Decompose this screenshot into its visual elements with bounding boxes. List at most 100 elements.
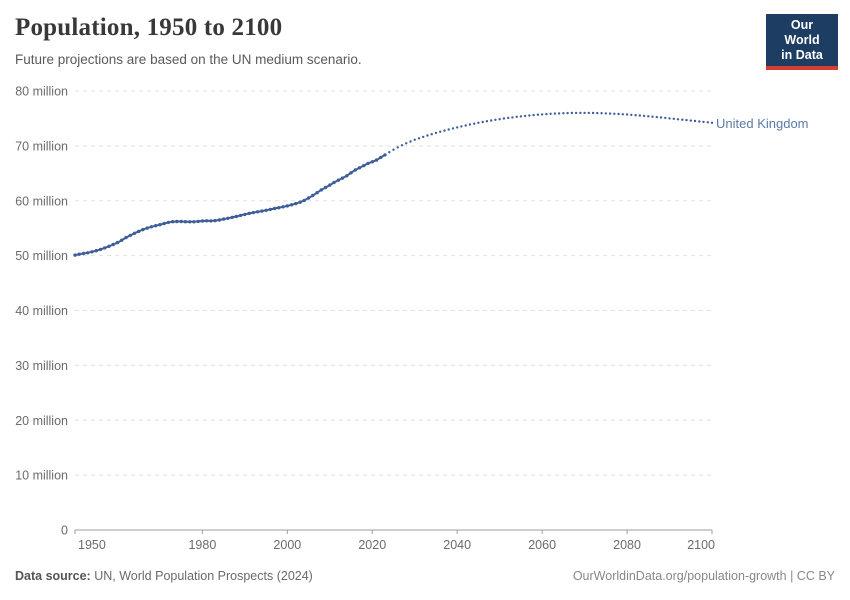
data-point (94, 249, 98, 253)
data-point (319, 188, 323, 192)
x-tick-label: 2060 (528, 538, 556, 552)
projection-dot (388, 151, 391, 154)
data-point (298, 200, 302, 204)
x-axis: 1950 1980 2000 2020 2040 2060 2080 2100 (74, 529, 715, 552)
data-point (209, 219, 213, 223)
data-point (230, 215, 234, 220)
projection-dot (664, 116, 667, 120)
projection-dot (519, 115, 523, 118)
projection-dot (409, 140, 412, 143)
projection-dot (494, 118, 497, 122)
y-tick-label: 80 million (15, 85, 68, 99)
projection-dot (570, 111, 574, 115)
data-point (111, 242, 115, 247)
data-point (370, 160, 374, 164)
projection-dot (473, 122, 476, 125)
projection-dot (507, 116, 510, 120)
projection-dot (672, 117, 675, 121)
projection-dot (613, 112, 616, 116)
projection-dot (485, 120, 489, 123)
data-point (221, 217, 226, 221)
projection-dot (451, 127, 455, 130)
projection-dot (591, 111, 595, 115)
data-point (98, 247, 103, 252)
projection-dot (587, 111, 590, 115)
data-point (277, 206, 281, 210)
entity-label[interactable]: United Kingdom (716, 116, 809, 131)
series-united-kingdom[interactable] (73, 111, 714, 257)
data-point (349, 171, 353, 175)
projection-dot (596, 111, 599, 115)
projection-dot (553, 112, 557, 115)
data-point (243, 212, 247, 217)
data-point (128, 233, 132, 238)
data-point (272, 206, 277, 211)
data-point (247, 211, 251, 216)
data-point (353, 168, 357, 172)
owid-logo-line1: Our World (784, 18, 820, 47)
data-point (77, 252, 81, 256)
data-point (260, 209, 264, 213)
gridlines (75, 90, 712, 476)
projection-dot (426, 134, 429, 137)
data-point (332, 180, 336, 185)
projection-dot (710, 121, 714, 125)
data-point (340, 176, 345, 180)
projection-dot (536, 113, 540, 116)
projection-dot (502, 117, 506, 120)
data-point (217, 218, 222, 222)
projection-dot (681, 118, 684, 121)
y-tick-label: 10 million (15, 469, 68, 483)
projection-dot (405, 142, 408, 145)
projection-dot (617, 112, 620, 116)
data-point (374, 158, 379, 162)
projection-dot (477, 121, 480, 125)
data-point (336, 178, 340, 182)
data-point (285, 204, 289, 208)
data-point (357, 166, 362, 170)
projection-dot (443, 129, 446, 132)
projection-dot (647, 115, 650, 118)
projection-dot (434, 131, 438, 135)
data-point (183, 220, 188, 224)
data-point (268, 207, 272, 212)
projection-dot (447, 128, 450, 131)
projection-dot (545, 112, 548, 116)
owid-logo[interactable]: Our World in Data (766, 14, 838, 70)
projection-dot (630, 113, 633, 117)
license-credit-link[interactable]: OurWorldinData.org/population-growth | C… (572, 569, 835, 583)
x-tick-label: 2080 (613, 538, 641, 552)
y-tick-label: 60 million (15, 194, 68, 208)
projection-dot (693, 119, 697, 123)
data-point (137, 229, 141, 234)
projection-dot (579, 111, 582, 115)
projection-dot (549, 112, 552, 116)
y-tick-label: 0 (61, 524, 68, 538)
data-point (251, 210, 256, 215)
projection-dot (439, 130, 442, 133)
y-tick-label: 70 million (15, 139, 68, 153)
data-point (302, 198, 306, 203)
data-point (366, 161, 370, 166)
projection-dot (481, 120, 484, 124)
projection-dot (625, 113, 629, 116)
projection-dot (562, 112, 565, 115)
projection-dot (498, 118, 501, 121)
data-point (255, 210, 260, 214)
projection-dot (574, 111, 578, 115)
projection-dot (468, 123, 472, 126)
projection-dot (511, 116, 514, 119)
data-point (103, 246, 107, 250)
data-point (294, 201, 298, 206)
owid-logo-line2: in Data (781, 48, 823, 62)
data-point (328, 183, 332, 187)
data-point (238, 213, 243, 218)
projection-dot (532, 113, 535, 117)
projection-dot (456, 126, 459, 129)
y-tick-label: 50 million (15, 249, 68, 263)
projection-dot (608, 112, 612, 115)
y-axis-labels: 0 10 million 20 million 30 million 40 millio… (15, 85, 68, 538)
projection-dot (557, 112, 561, 115)
